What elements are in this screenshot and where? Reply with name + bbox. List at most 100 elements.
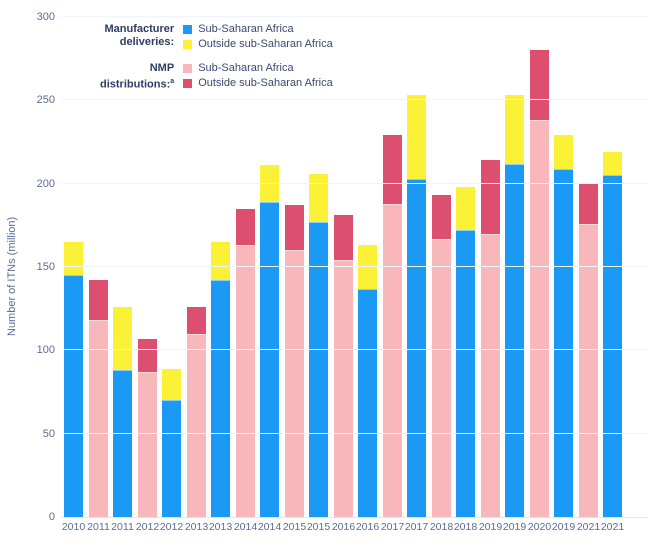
- gridline-200: [62, 182, 648, 184]
- delivery-outside-ssa-segment: [554, 135, 573, 169]
- x-label-2018: 2018: [429, 521, 454, 533]
- delivery-outside-ssa-segment: [309, 173, 328, 222]
- x-label-2013: 2013: [184, 521, 209, 533]
- distribution-bar-2011: [89, 280, 108, 517]
- year-group-labels: 2014 2015: [257, 521, 307, 533]
- legend-item-label: Outside sub-Saharan Africa: [198, 77, 333, 89]
- x-label-2016: 2016: [331, 521, 356, 533]
- distribution-outside-ssa-segment: [138, 338, 157, 372]
- legend-manufacturer-title-line1: Manufacturer: [104, 23, 175, 35]
- distribution-outside-ssa-segment: [236, 208, 255, 246]
- legend: Manufacturer deliveries: Sub-Saharan Afr…: [100, 23, 333, 92]
- delivery-ssa-segment: [456, 230, 475, 517]
- delivery-ssa-segment: [309, 222, 328, 517]
- delivery-outside-ssa-segment: [358, 245, 377, 289]
- year-group: [407, 95, 451, 517]
- delivery-bar-2018: [456, 187, 475, 517]
- delivery-bar-2016: [358, 245, 377, 517]
- legend-nmp-title-line2: distributions:a: [100, 78, 175, 91]
- year-group-labels: 2010 2011: [62, 521, 110, 533]
- distribution-outside-ssa-segment: [334, 215, 353, 261]
- x-label-2019: 2019: [502, 521, 527, 533]
- distribution-ssa-segment: [334, 260, 353, 517]
- year-group-labels: 2018 2019: [453, 521, 503, 533]
- legend-manufacturer-title: Manufacturer deliveries:: [100, 23, 175, 53]
- x-label-2014: 2014: [257, 521, 282, 533]
- legend-nmp-items: Sub-Saharan Africa Outside sub-Saharan A…: [183, 62, 333, 92]
- distribution-ssa-segment: [481, 233, 500, 517]
- distribution-ssa-segment: [383, 203, 402, 517]
- distribution-bar-2020: [530, 50, 549, 517]
- distribution-outside-ssa-segment: [579, 183, 598, 224]
- legend-item-label: Outside sub-Saharan Africa: [198, 38, 333, 50]
- delivery-ssa-segment: [603, 175, 622, 517]
- legend-item-deliveries-ssa: Sub-Saharan Africa: [183, 23, 333, 36]
- y-axis-tick-300: 300: [36, 11, 55, 23]
- distribution-ssa-segment: [236, 245, 255, 517]
- delivery-bar-2012: [162, 368, 181, 517]
- gridline-100: [62, 349, 648, 351]
- distribution-ssa-segment: [285, 250, 304, 517]
- year-group-labels: 2019 2020: [502, 521, 551, 533]
- distribution-bar-2021: [579, 183, 598, 517]
- delivery-ssa-segment: [505, 163, 524, 517]
- year-group: [358, 135, 402, 517]
- y-axis-tick-100: 100: [36, 344, 55, 357]
- distribution-ssa-segment: [579, 223, 598, 517]
- x-label-2019: 2019: [478, 521, 503, 533]
- distribution-bar-2016: [334, 215, 353, 517]
- x-label-2017: 2017: [404, 521, 429, 533]
- x-label-2015: 2015: [282, 521, 307, 533]
- distribution-ssa-segment: [530, 120, 549, 517]
- delivery-ssa-segment: [358, 288, 377, 517]
- year-group-labels: 2019 2021: [552, 521, 601, 533]
- delivery-bar-2011: [113, 307, 132, 517]
- delivery-bar-2013: [211, 242, 230, 517]
- distribution-bar-2012: [138, 338, 157, 517]
- gridline-150: [62, 266, 648, 267]
- x-label-2015: 2015: [306, 521, 331, 533]
- year-group: [211, 208, 255, 517]
- legend-nmp-title-line1: NMP: [149, 62, 175, 74]
- legend-manufacturer-title-line2: deliveries:: [119, 36, 175, 48]
- delivery-ssa-segment: [162, 400, 181, 517]
- y-axis-tick-200: 200: [36, 177, 55, 190]
- x-label-2011: 2011: [111, 521, 134, 533]
- delivery-ssa-segment: [211, 280, 230, 517]
- legend-item-deliveries-outside: Outside sub-Saharan Africa: [183, 38, 333, 51]
- gridline-250: [62, 99, 648, 101]
- year-group-labels: 2021: [601, 521, 624, 533]
- distribution-bar-2014: [236, 208, 255, 517]
- year-group: [309, 173, 353, 517]
- delivery-outside-ssa-segment: [64, 242, 83, 276]
- x-label-2021: 2021: [576, 521, 601, 533]
- legend-item-distributions-outside: Outside sub-Saharan Africa: [183, 77, 333, 90]
- year-group-labels: 2013 2014: [209, 521, 257, 533]
- distribution-bar-2018: [432, 195, 451, 517]
- x-label-2012: 2012: [135, 521, 160, 533]
- distribution-outside-ssa-segment: [383, 135, 402, 204]
- legend-item-label: Sub-Saharan Africa: [198, 62, 294, 74]
- deliveries-outside-swatch-icon: [183, 40, 193, 49]
- delivery-bar-2019: [554, 135, 573, 517]
- distributions-outside-swatch-icon: [183, 79, 193, 88]
- delivery-outside-ssa-segment: [211, 242, 230, 281]
- y-axis: 0 50 100 150 200 250 300: [0, 11, 55, 523]
- footnote-marker: a: [170, 78, 175, 85]
- distributions-ssa-swatch-icon: [183, 64, 193, 73]
- delivery-outside-ssa-segment: [456, 187, 475, 231]
- delivery-bar-2017: [407, 95, 426, 517]
- year-group: [603, 152, 622, 517]
- x-label-2018: 2018: [453, 521, 478, 533]
- x-label-2017: 2017: [380, 521, 405, 533]
- year-group-labels: 2016 2017: [356, 521, 405, 533]
- distribution-outside-ssa-segment: [481, 160, 500, 234]
- y-axis-tick-0: 0: [48, 511, 55, 523]
- legend-item-label: Sub-Saharan Africa: [198, 23, 294, 35]
- delivery-bar-2021: [603, 152, 622, 517]
- delivery-ssa-segment: [64, 275, 83, 517]
- deliveries-ssa-swatch-icon: [183, 25, 193, 34]
- year-group: [113, 307, 157, 517]
- year-group: [162, 307, 206, 517]
